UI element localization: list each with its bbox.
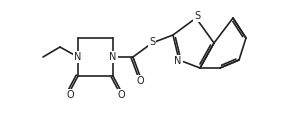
Text: S: S bbox=[149, 37, 155, 47]
Text: S: S bbox=[194, 11, 200, 21]
Text: N: N bbox=[174, 56, 182, 66]
Text: N: N bbox=[109, 52, 117, 62]
Text: O: O bbox=[117, 90, 125, 100]
Text: N: N bbox=[74, 52, 82, 62]
Text: O: O bbox=[66, 90, 74, 100]
Text: O: O bbox=[136, 76, 144, 86]
